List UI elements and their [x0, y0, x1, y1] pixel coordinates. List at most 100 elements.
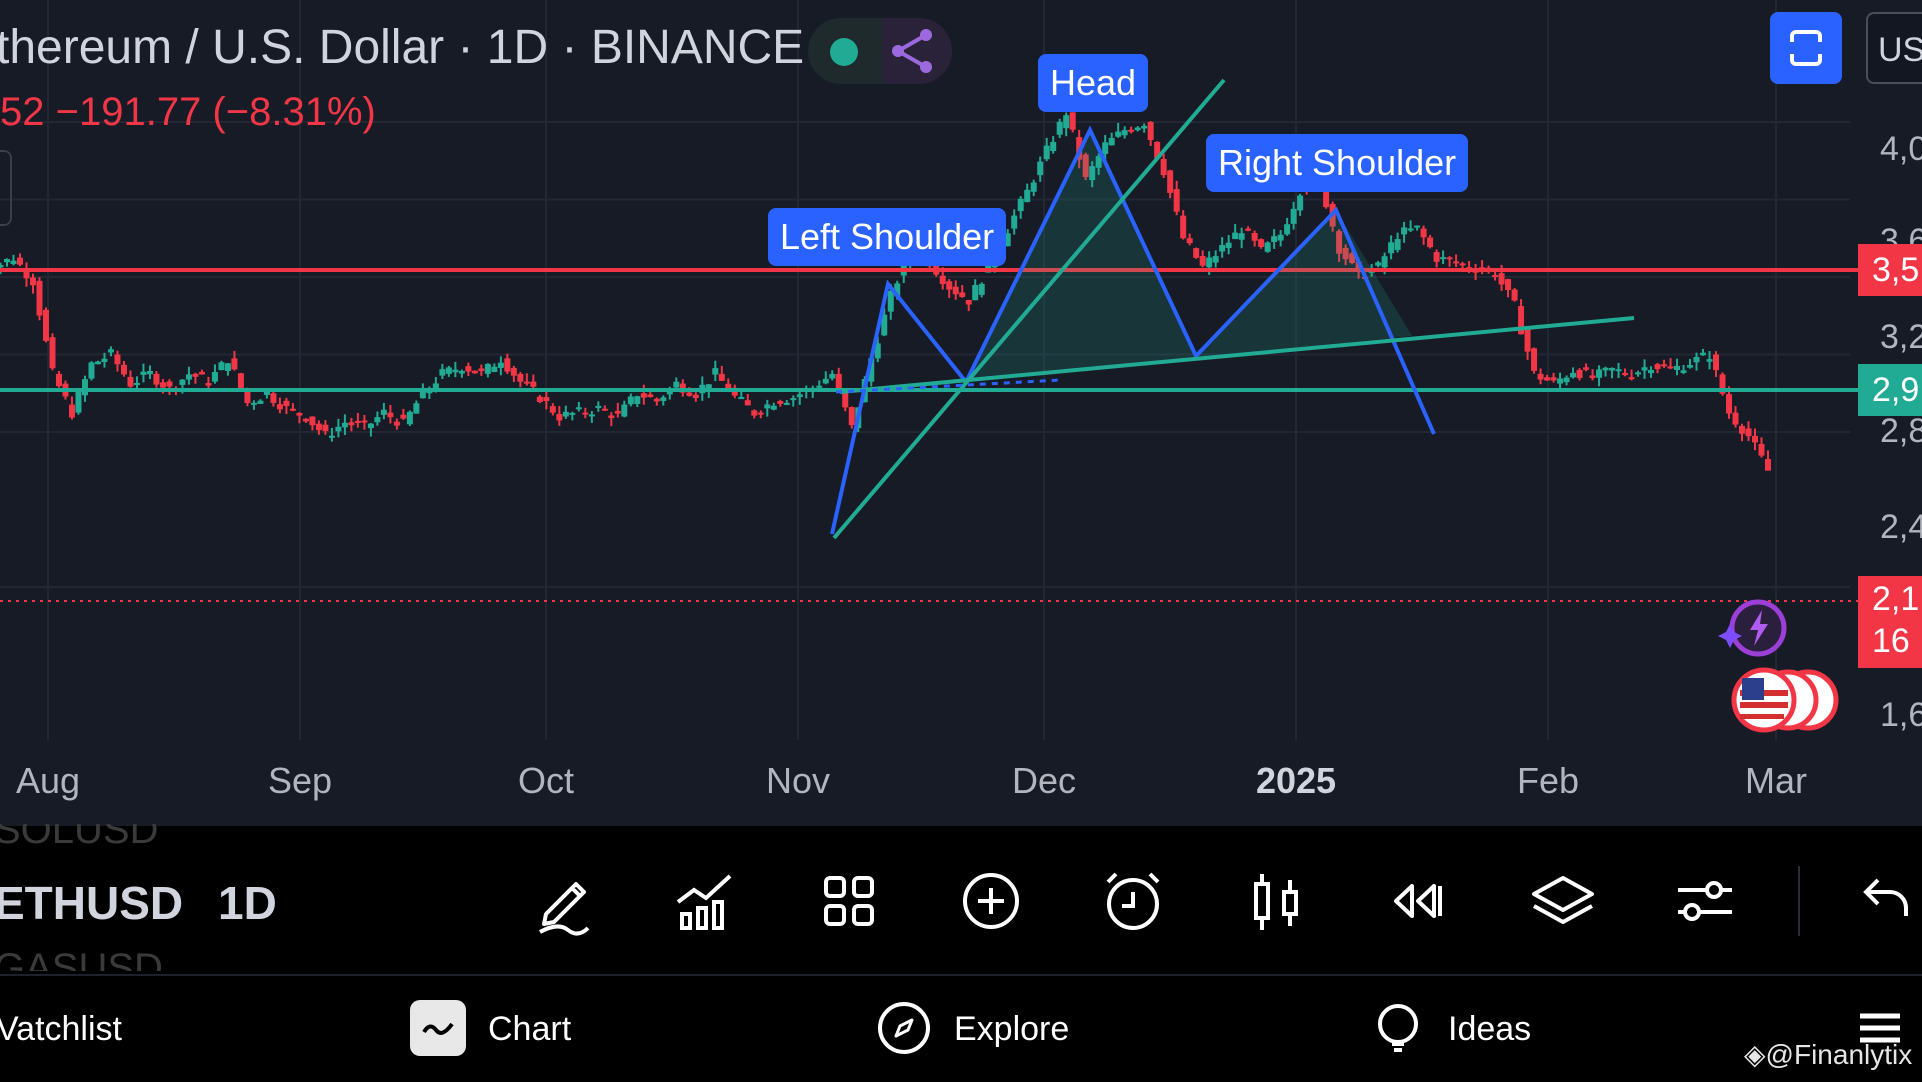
candle-body	[1680, 370, 1687, 373]
candle-body	[1050, 141, 1057, 152]
candle-body	[1570, 372, 1577, 378]
candle-body	[237, 373, 244, 389]
candle-body	[140, 371, 147, 375]
candle-body	[1024, 189, 1031, 203]
candle-body	[1706, 359, 1713, 362]
candle-body	[1602, 367, 1609, 371]
candle-body	[770, 405, 777, 410]
candle-body	[1147, 122, 1154, 141]
candle-body	[205, 383, 212, 386]
support-price-tag: 2,9	[1858, 364, 1922, 416]
head-label[interactable]: Head	[1038, 54, 1149, 112]
candle-body	[1030, 182, 1037, 192]
fullscreen-button[interactable]	[1770, 12, 1842, 84]
candle-body	[1693, 356, 1700, 363]
chart-grid	[0, 0, 1850, 740]
candle-body	[621, 404, 628, 417]
object-tree-button[interactable]	[1518, 856, 1608, 946]
lightbulb-icon	[1370, 1000, 1426, 1056]
candle-body	[1141, 125, 1148, 129]
indicators-icon	[676, 874, 732, 930]
timeframe-selector[interactable]: 1D	[218, 877, 277, 929]
candle-body	[224, 363, 231, 371]
candle-body	[1453, 261, 1460, 264]
candle-body	[946, 281, 953, 290]
candle-body	[458, 370, 465, 374]
candle-body	[673, 381, 680, 388]
symbol-title[interactable]: thereum / U.S. Dollar · 1D · BINANCE	[0, 21, 805, 74]
candle-body	[192, 373, 199, 377]
candle-body	[1323, 180, 1330, 208]
indicators-button[interactable]	[660, 856, 750, 946]
candle-body	[1082, 154, 1089, 178]
price-chart[interactable]	[0, 0, 1922, 826]
left-shoulder-label[interactable]: Left Shoulder	[768, 208, 1007, 266]
candle-body	[348, 422, 355, 426]
currency-button[interactable]: US	[1866, 12, 1922, 84]
candle-body	[159, 382, 166, 388]
bolt-event-marker[interactable]	[1718, 592, 1788, 662]
menu-icon[interactable]	[1852, 1000, 1908, 1056]
candle-body	[1537, 373, 1544, 380]
side-panel-handle[interactable]	[0, 150, 12, 226]
chart-area[interactable]: thereum / U.S. Dollar · 1D · BINANCE 52 …	[0, 0, 1922, 826]
replay-button[interactable]	[1374, 856, 1464, 946]
nav-chart[interactable]: Chart	[488, 976, 571, 1082]
nav-ideas[interactable]: Ideas	[1448, 976, 1531, 1082]
candle-body	[601, 408, 608, 411]
right-shoulder-label[interactable]: Right Shoulder	[1206, 134, 1469, 192]
candle-body	[179, 379, 186, 385]
candle-body	[972, 284, 979, 301]
symbol-selector[interactable]: ETHUSD	[0, 877, 184, 929]
candle-body	[1180, 215, 1187, 239]
candle-body	[1622, 373, 1629, 376]
price-axis-tick: 1,6	[1880, 696, 1922, 734]
candle-body	[796, 394, 803, 398]
undo-icon	[1863, 878, 1908, 916]
candle-body	[1609, 367, 1616, 371]
head-and-shoulders-drawing	[830, 78, 1635, 540]
candle-body	[1336, 231, 1343, 254]
candle-body	[1199, 256, 1206, 266]
share-button[interactable]	[882, 18, 952, 84]
binance-square-icon: ◈	[1744, 1039, 1766, 1070]
drawing-tools-button[interactable]	[518, 856, 608, 946]
candle-body	[1635, 372, 1642, 375]
time-axis-tick: Sep	[267, 760, 333, 801]
candle-body	[1674, 365, 1681, 370]
candle-body	[959, 292, 966, 297]
add-symbol-button[interactable]	[946, 856, 1036, 946]
candle-body	[562, 411, 569, 417]
nav-explore[interactable]: Explore	[954, 976, 1069, 1082]
settings-button[interactable]	[1660, 856, 1750, 946]
chart-type-button[interactable]	[1232, 856, 1322, 946]
candle-body	[1225, 242, 1232, 248]
candle-body	[829, 373, 836, 379]
time-axis-tick: Feb	[1516, 760, 1580, 801]
candle-body	[1219, 245, 1226, 252]
price-axis-tick: 2,8	[1880, 412, 1922, 450]
indicator-status-pill[interactable]	[808, 18, 952, 84]
candle-body	[419, 387, 426, 399]
candle-body	[738, 397, 745, 400]
candle-body	[1381, 256, 1388, 268]
candle-body	[1193, 248, 1200, 258]
candle-body	[595, 405, 602, 408]
layouts-button[interactable]	[804, 856, 894, 946]
share-icon	[892, 29, 932, 73]
alert-button[interactable]	[1088, 856, 1178, 946]
candle-body	[393, 421, 400, 426]
candle-body	[751, 410, 758, 416]
nav-explore-label: Explore	[954, 1010, 1070, 1048]
candle-body	[1505, 279, 1512, 291]
pattern-fill	[968, 130, 1412, 380]
candle-body	[1206, 257, 1213, 268]
candle-body	[952, 286, 959, 295]
candle-body	[1108, 137, 1115, 146]
nav-watchlist[interactable]: Vatchlist	[0, 976, 122, 1082]
key-levels	[0, 268, 1858, 602]
candle-body	[1102, 142, 1109, 154]
undo-button[interactable]	[1838, 856, 1922, 946]
candle-body	[166, 381, 173, 387]
economic-events-marker[interactable]	[1730, 664, 1840, 734]
